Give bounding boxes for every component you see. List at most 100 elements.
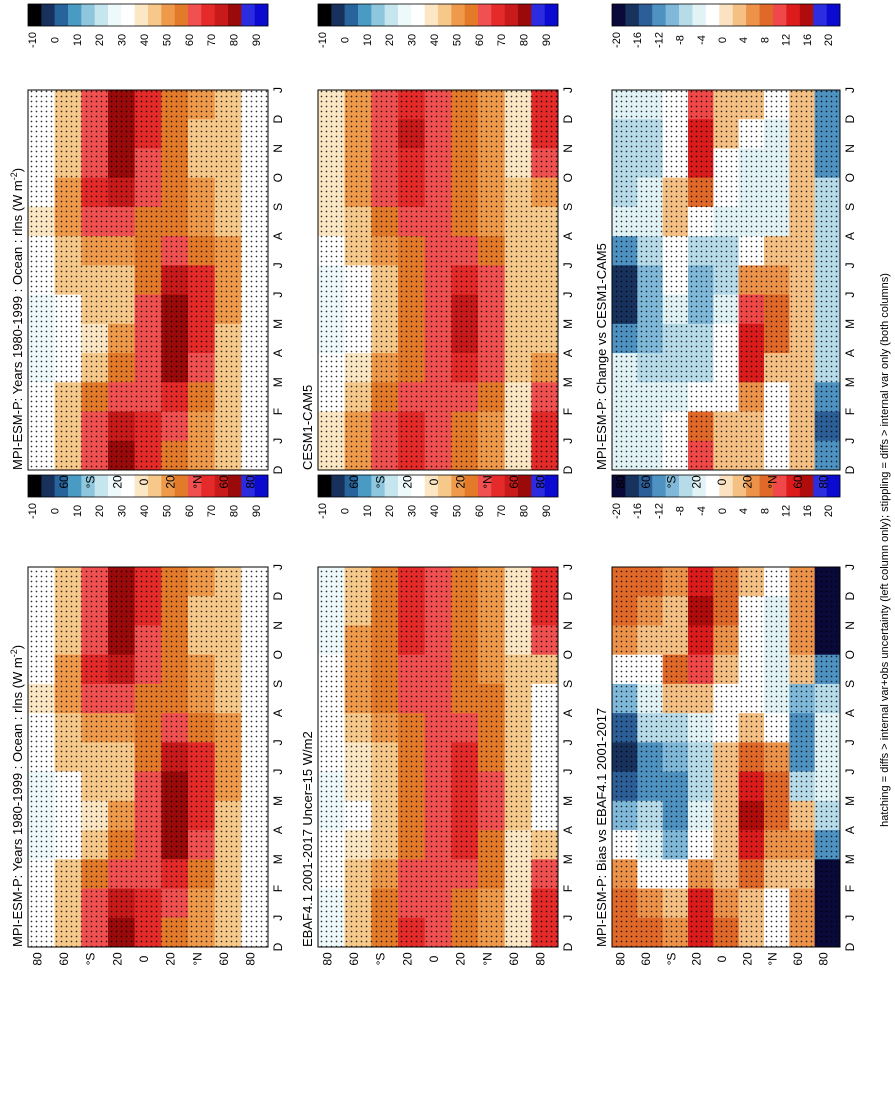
month-tick-label: N bbox=[561, 144, 575, 153]
colorbar-swatch bbox=[705, 4, 720, 26]
colorbar-tick-label: 30 bbox=[117, 505, 129, 517]
colorbar-swatch bbox=[54, 475, 69, 497]
month-tick-label: A bbox=[843, 232, 857, 240]
month-tick-label: A bbox=[271, 826, 285, 834]
colorbar-tick-label: -16 bbox=[632, 503, 644, 519]
lat-tick-label: °S bbox=[84, 476, 98, 489]
colorbar-frame bbox=[27, 474, 269, 498]
colorbar-swatch bbox=[665, 475, 680, 497]
lat-tick-label: 0 bbox=[715, 478, 729, 485]
colorbar: 90 80 70 60 50 40 30 20 10 0 -10 bbox=[317, 3, 559, 48]
colorbar-tick-label: 0 bbox=[717, 508, 729, 514]
stipple-overlay bbox=[318, 90, 558, 470]
lat-tick-label: °N bbox=[766, 475, 780, 488]
lat-tick-label: °N bbox=[480, 952, 494, 965]
colorbar-swatch bbox=[371, 4, 385, 26]
colorbar-tick-label: 90 bbox=[541, 505, 553, 517]
colorbar-swatch bbox=[108, 475, 122, 497]
lat-tick-label: °N bbox=[766, 952, 780, 965]
stipple-overlay bbox=[612, 567, 840, 947]
colorbar-tick-label: 30 bbox=[117, 34, 129, 46]
lat-tick-label: 20 bbox=[164, 475, 178, 489]
month-tick-label: S bbox=[561, 680, 575, 688]
lat-tick-label: 20 bbox=[690, 475, 704, 489]
colorbar-swatch bbox=[638, 475, 653, 497]
colorbar-tick-label: -8 bbox=[675, 506, 687, 516]
colorbar-swatch bbox=[786, 4, 801, 26]
month-tick-label: J bbox=[561, 87, 575, 93]
colorbar-swatch bbox=[68, 475, 82, 497]
month-tick-label: O bbox=[271, 650, 285, 659]
colorbar-swatch bbox=[254, 4, 269, 26]
month-tick-label: M bbox=[271, 377, 285, 387]
colorbar-swatch bbox=[786, 475, 801, 497]
colorbar-swatch bbox=[612, 4, 626, 26]
colorbar-tick-label: -10 bbox=[317, 32, 329, 48]
lat-tick-label: 20 bbox=[690, 952, 704, 966]
month-tick-label: S bbox=[561, 203, 575, 211]
month-tick-label: D bbox=[561, 465, 575, 474]
colorbar-swatch bbox=[679, 475, 693, 497]
colorbar-tick-label: 40 bbox=[139, 34, 151, 46]
colorbar-swatch bbox=[813, 4, 827, 26]
colorbar-swatch bbox=[705, 475, 720, 497]
lat-tick-label: 60 bbox=[217, 952, 231, 966]
colorbar-swatch bbox=[344, 475, 359, 497]
lat-tick-label: 20 bbox=[740, 475, 754, 489]
month-tick-label: M bbox=[271, 854, 285, 864]
colorbar-swatch bbox=[318, 4, 332, 26]
colorbar-tick-label: 60 bbox=[474, 505, 486, 517]
month-tick-label: O bbox=[271, 173, 285, 182]
colorbar-tick-label: 8 bbox=[759, 508, 771, 514]
colorbar-swatch bbox=[478, 4, 492, 26]
month-tick-label: J bbox=[561, 739, 575, 745]
panel-model-right-top: 80 60 °N 20 0 20 °S 60 80 D J F M A M J J A S O N D J MPI-ESM-P… bbox=[9, 3, 285, 489]
colorbar-tick-label: -12 bbox=[653, 503, 665, 519]
month-tick-label: F bbox=[561, 885, 575, 892]
month-tick-label: N bbox=[561, 621, 575, 630]
colorbar-tick-label: 50 bbox=[161, 34, 173, 46]
colorbar-swatch bbox=[438, 475, 452, 497]
panel-frame bbox=[317, 89, 559, 471]
stipple-overlay bbox=[28, 567, 268, 947]
panel-title: MPI-ESM-P: Change vs CESM1-CAM5 bbox=[594, 243, 609, 470]
lat-tick-label: °S bbox=[84, 953, 98, 966]
colorbar-tick-label: -8 bbox=[675, 35, 687, 45]
lat-tick-label: 60 bbox=[347, 475, 361, 489]
colorbar-swatch bbox=[411, 4, 425, 26]
colorbar-swatch bbox=[398, 4, 412, 26]
month-tick-label: F bbox=[271, 408, 285, 415]
month-tick-label: J bbox=[271, 262, 285, 268]
colorbar-tick-label: 10 bbox=[362, 34, 374, 46]
colorbar-tick-label: 90 bbox=[251, 34, 263, 46]
colorbar-swatch bbox=[331, 4, 345, 26]
colorbar-tick-label: 30 bbox=[407, 34, 419, 46]
month-tick-label: N bbox=[271, 144, 285, 153]
month-tick-label: M bbox=[271, 796, 285, 806]
colorbar-swatch bbox=[134, 4, 149, 26]
colorbar-frame bbox=[317, 3, 559, 27]
colorbar-swatch bbox=[121, 4, 135, 26]
month-tick-label: J bbox=[843, 292, 857, 298]
month-tick-label: M bbox=[561, 854, 575, 864]
colorbar-tick-label: 50 bbox=[451, 34, 463, 46]
title-superscript: -2 bbox=[9, 649, 19, 657]
month-tick-label: J bbox=[271, 87, 285, 93]
lat-tick-label: 60 bbox=[791, 952, 805, 966]
colorbar-swatch bbox=[228, 4, 242, 26]
colorbar-tick-label: -20 bbox=[611, 503, 623, 519]
colorbar-swatch bbox=[161, 4, 175, 26]
colorbar-tick-label: 50 bbox=[161, 505, 173, 517]
month-tick-label: F bbox=[271, 885, 285, 892]
month-tick-label: J bbox=[271, 564, 285, 570]
colorbar-tick-label: 80 bbox=[519, 505, 531, 517]
colorbar-swatch bbox=[424, 475, 439, 497]
month-tick-label: M bbox=[843, 377, 857, 387]
month-tick-label: F bbox=[843, 885, 857, 892]
lat-tick-label: 60 bbox=[57, 952, 71, 966]
colorbar-swatch bbox=[254, 475, 269, 497]
colorbar-swatch bbox=[134, 475, 149, 497]
colorbar-tick-label: 90 bbox=[251, 505, 263, 517]
colorbar-swatch bbox=[358, 475, 372, 497]
lat-tick-label: °N bbox=[480, 475, 494, 488]
